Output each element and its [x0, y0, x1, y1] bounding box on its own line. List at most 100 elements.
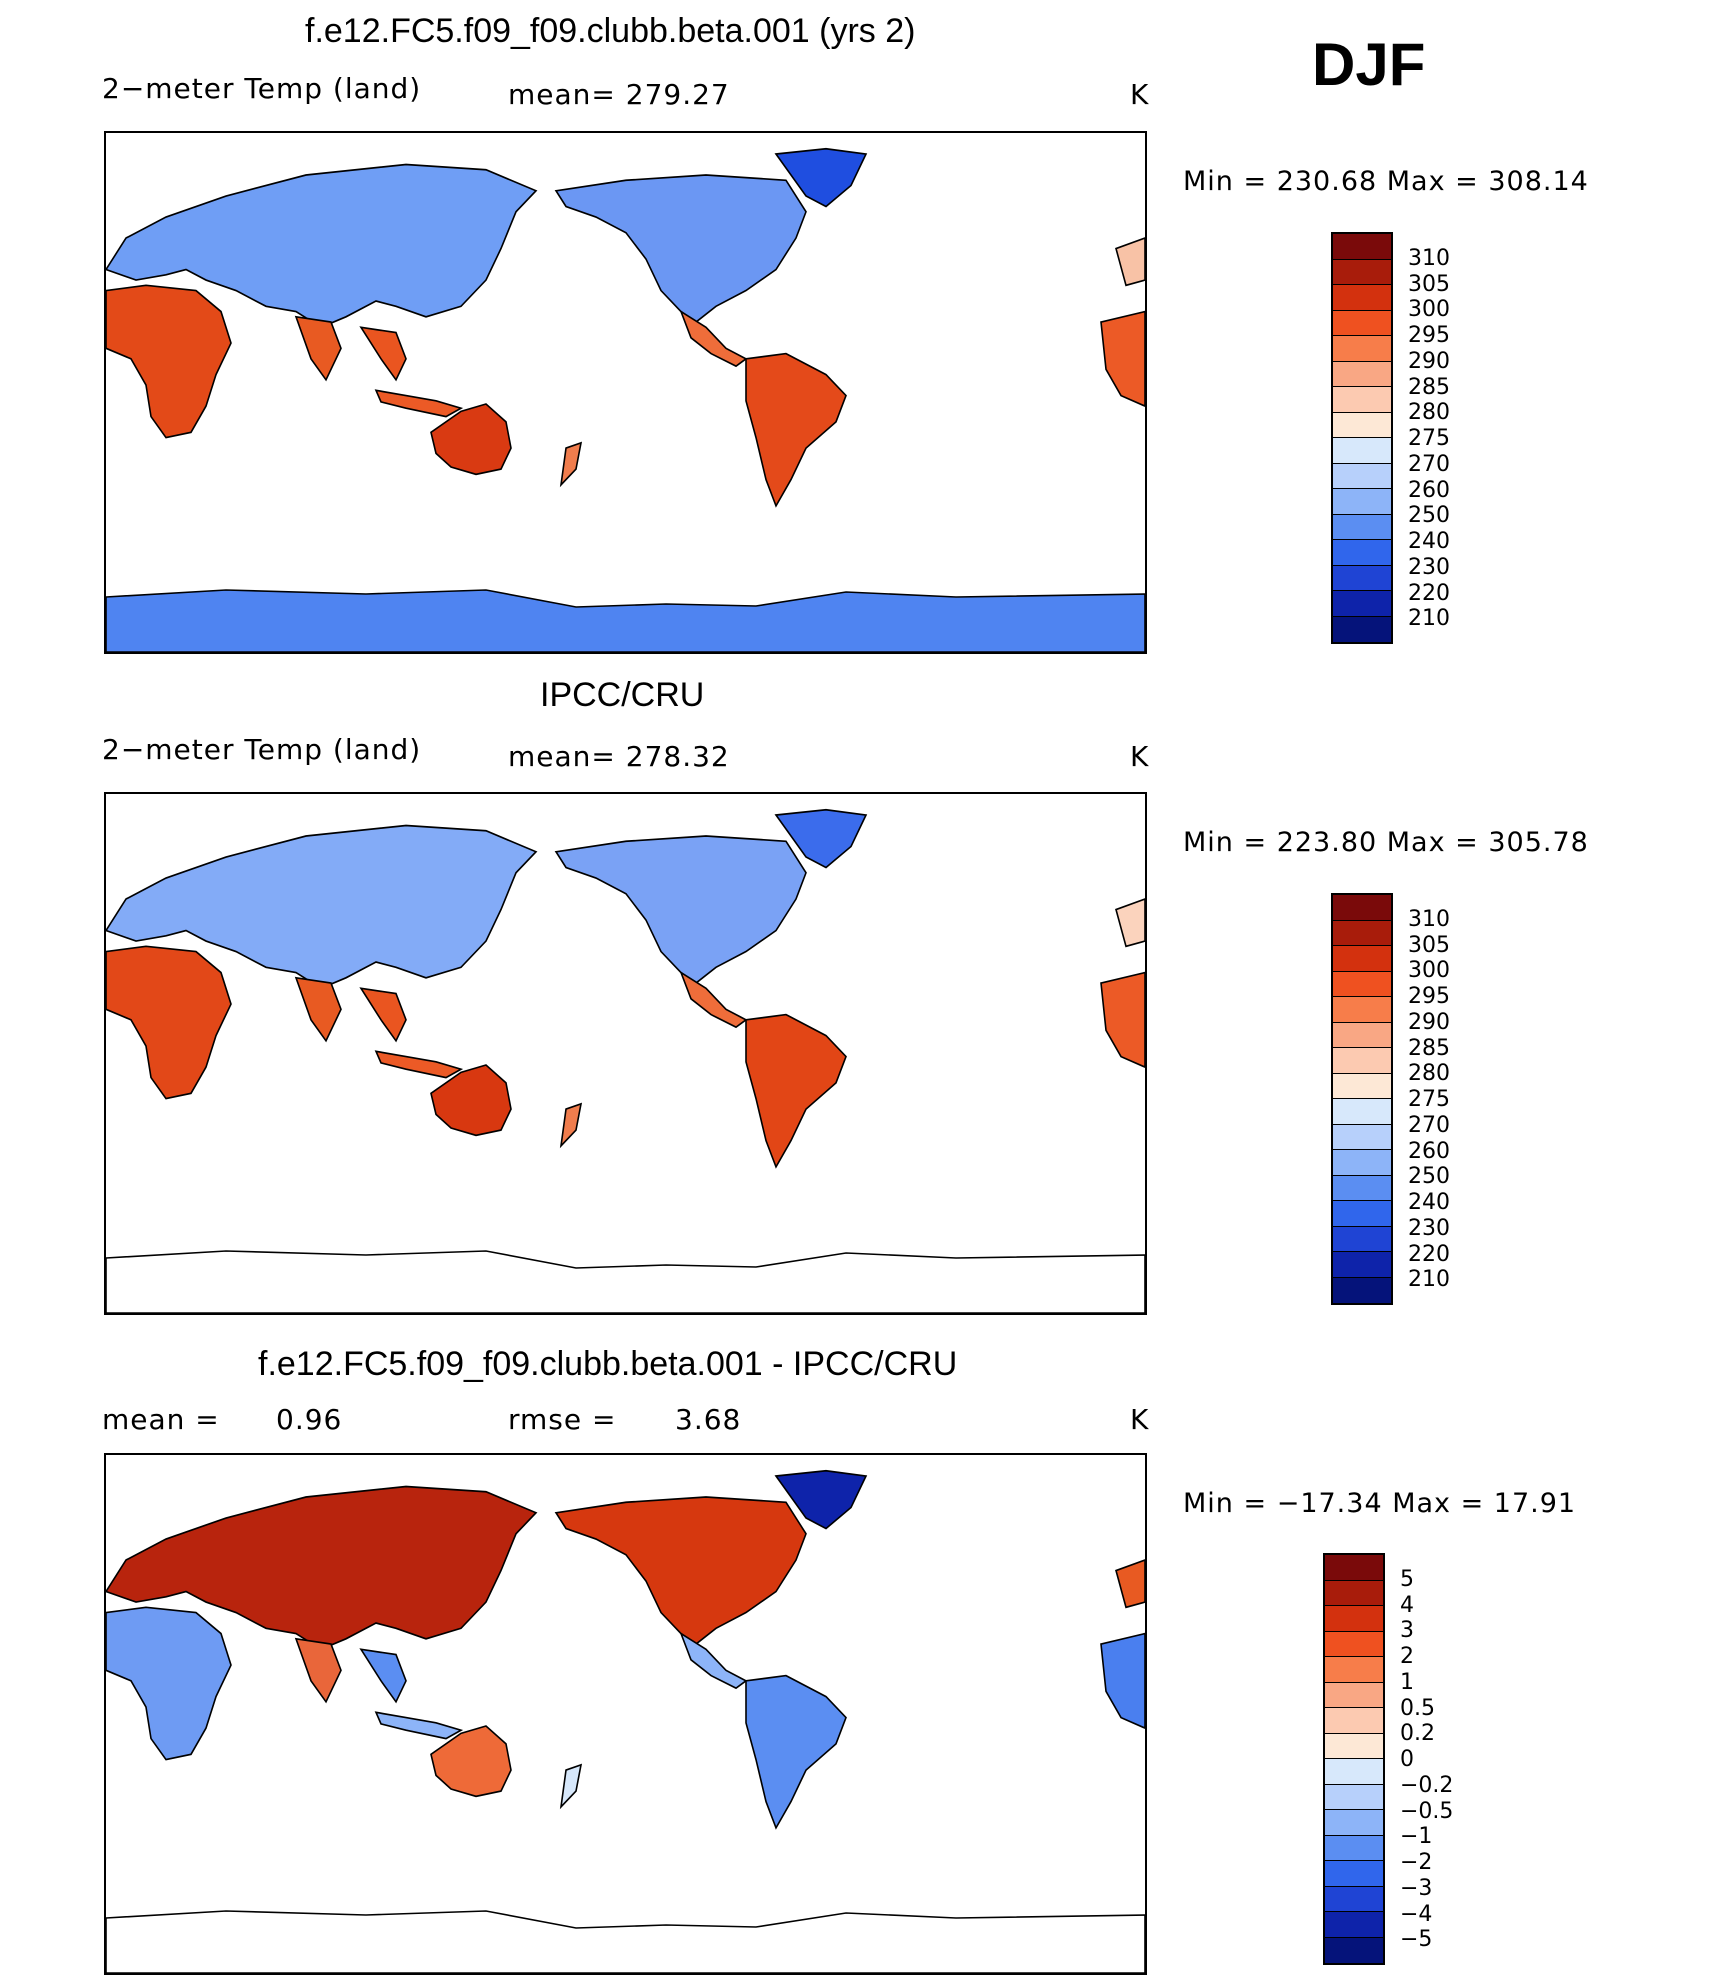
colorbar-tick-label: 285	[1408, 1035, 1450, 1061]
landmass-greenland	[774, 147, 868, 208]
landmass-camerica	[679, 309, 748, 368]
landmass-samerica	[745, 1674, 847, 1830]
colorbar-tick-label: 290	[1408, 348, 1450, 374]
colorbar-swatch	[1325, 1759, 1383, 1785]
colorbar-swatch	[1333, 946, 1391, 972]
colorbar-tick-label: 270	[1408, 451, 1450, 477]
panel-3-colorbar-labels: 5 4 3 2 1 0.5 0.2 0 −0.2 −0.5 −1 −2 −3 −4 −5	[1400, 0, 1453, 1951]
colorbar-swatch	[1333, 285, 1391, 311]
colorbar-tick-label: 285	[1408, 374, 1450, 400]
landmass-africa	[106, 284, 232, 439]
landmass-seasia	[359, 1648, 407, 1704]
landmass-africa_r	[1100, 1632, 1145, 1730]
panel-3-mean-label: mean =	[102, 1403, 220, 1436]
colorbar-tick-label: 4	[1400, 1592, 1414, 1618]
colorbar-tick-label: 275	[1408, 426, 1450, 451]
colorbar-tick-label: 0.2	[1400, 1721, 1435, 1747]
colorbar-tick-label: −0.2	[1400, 1772, 1454, 1798]
landmass-nz	[559, 1102, 583, 1149]
colorbar-tick-label: 220	[1408, 580, 1450, 606]
panel-3-rmse-label: rmse =	[508, 1403, 617, 1436]
landmass-namerica	[554, 1496, 807, 1646]
landmass-india	[294, 315, 342, 382]
colorbar-swatch	[1325, 1580, 1383, 1606]
panel-1-mean-label: mean= 279.27	[508, 78, 730, 111]
landmass-africa_r	[1100, 971, 1145, 1069]
colorbar-swatch	[1333, 1124, 1391, 1150]
colorbar-swatch	[1325, 1733, 1383, 1759]
colorbar-tick-label: 0.5	[1400, 1695, 1435, 1721]
landmass-namerica	[554, 835, 807, 985]
landmass-samerica	[745, 1013, 847, 1169]
colorbar-tick-label: 260	[1408, 477, 1450, 503]
landmass-indonesia	[374, 1711, 464, 1740]
landmass-antarctica	[106, 1910, 1145, 1973]
colorbar-tick-label: 310	[1408, 245, 1450, 271]
landmass-indonesia	[374, 1050, 464, 1079]
colorbar-swatch	[1333, 1150, 1391, 1176]
colorbar-tick-label: 250	[1408, 503, 1450, 529]
panel-1-units: K	[1130, 78, 1150, 111]
landmass-india	[294, 976, 342, 1043]
colorbar-swatch	[1325, 1657, 1383, 1683]
colorbar-swatch	[1333, 1201, 1391, 1227]
colorbar-tick-label: 220	[1408, 1241, 1450, 1267]
colorbar-swatch	[1325, 1606, 1383, 1632]
colorbar-tick-label: 275	[1408, 1087, 1450, 1112]
landmass-nz	[559, 1763, 583, 1810]
colorbar-tick-label: 295	[1408, 984, 1450, 1009]
landmass-india	[294, 1637, 342, 1704]
panel-1-colorbar-labels: 310 305 300 295 290 285 280 275 270 260 250 240 230 2…	[1408, 0, 1450, 630]
colorbar-tick-label: −3	[1400, 1875, 1433, 1901]
colorbar-tick-label: 250	[1408, 1164, 1450, 1190]
landmass-europe_r	[1115, 237, 1145, 287]
colorbar-tick-label: −1	[1400, 1824, 1433, 1850]
colorbar-swatch	[1333, 997, 1391, 1023]
colorbar-swatch	[1333, 234, 1391, 260]
panel-3-map	[104, 1453, 1147, 1975]
colorbar-tick-label: 3	[1400, 1618, 1414, 1644]
panel-2-colorbar	[1331, 893, 1393, 1305]
panel-1-variable-label: 2−meter Temp (land)	[102, 72, 422, 105]
landmass-greenland	[774, 808, 868, 869]
colorbar-swatch	[1333, 1226, 1391, 1252]
colorbar-swatch	[1325, 1631, 1383, 1657]
panel-2-map-graphic	[106, 808, 1145, 1313]
panel-3-title: f.e12.FC5.f09_f09.clubb.beta.001 - IPCC/…	[258, 1345, 958, 1383]
colorbar-swatch	[1333, 489, 1391, 515]
colorbar-tick-label: 240	[1408, 1190, 1450, 1215]
colorbar-tick-label: 210	[1408, 606, 1450, 632]
landmass-camerica	[679, 970, 748, 1029]
colorbar-tick-label: 280	[1408, 400, 1450, 426]
colorbar-tick-label: 270	[1408, 1112, 1450, 1138]
panel-2-units: K	[1130, 740, 1150, 773]
colorbar-tick-label: 1	[1400, 1669, 1414, 1695]
landmass-samerica	[745, 352, 847, 508]
panel-1-min-max: Min = 230.68 Max = 308.14	[1183, 166, 1589, 197]
colorbar-tick-label: 310	[1408, 906, 1450, 932]
colorbar-swatch	[1325, 1937, 1383, 1963]
landmass-europe_r	[1115, 1559, 1145, 1609]
colorbar-swatch	[1333, 412, 1391, 438]
colorbar-swatch	[1333, 1022, 1391, 1048]
panel-3-map-graphic	[106, 1469, 1145, 1973]
colorbar-swatch	[1325, 1784, 1383, 1810]
colorbar-tick-label: 280	[1408, 1061, 1450, 1087]
panel-1-title: f.e12.FC5.f09_f09.clubb.beta.001 (yrs 2)	[305, 12, 916, 50]
landmass-namerica	[554, 174, 807, 324]
panel-3-units: K	[1130, 1403, 1150, 1436]
panel-2-mean-label: mean= 278.32	[508, 740, 730, 773]
panel-3-colorbar	[1323, 1553, 1385, 1965]
landmass-eurasia	[106, 824, 538, 990]
colorbar-tick-label: −2	[1400, 1850, 1433, 1875]
colorbar-tick-label: 290	[1408, 1009, 1450, 1035]
colorbar-tick-label: 230	[1408, 554, 1450, 580]
colorbar-tick-label: 210	[1408, 1267, 1450, 1293]
landmass-antarctica	[106, 1250, 1145, 1313]
colorbar-swatch	[1333, 1073, 1391, 1099]
panel-2-min-max: Min = 223.80 Max = 305.78	[1183, 827, 1589, 858]
colorbar-tick-label: 300	[1408, 958, 1450, 984]
colorbar-swatch	[1333, 310, 1391, 336]
colorbar-tick-label: 2	[1400, 1644, 1414, 1669]
landmass-greenland	[774, 1469, 868, 1530]
